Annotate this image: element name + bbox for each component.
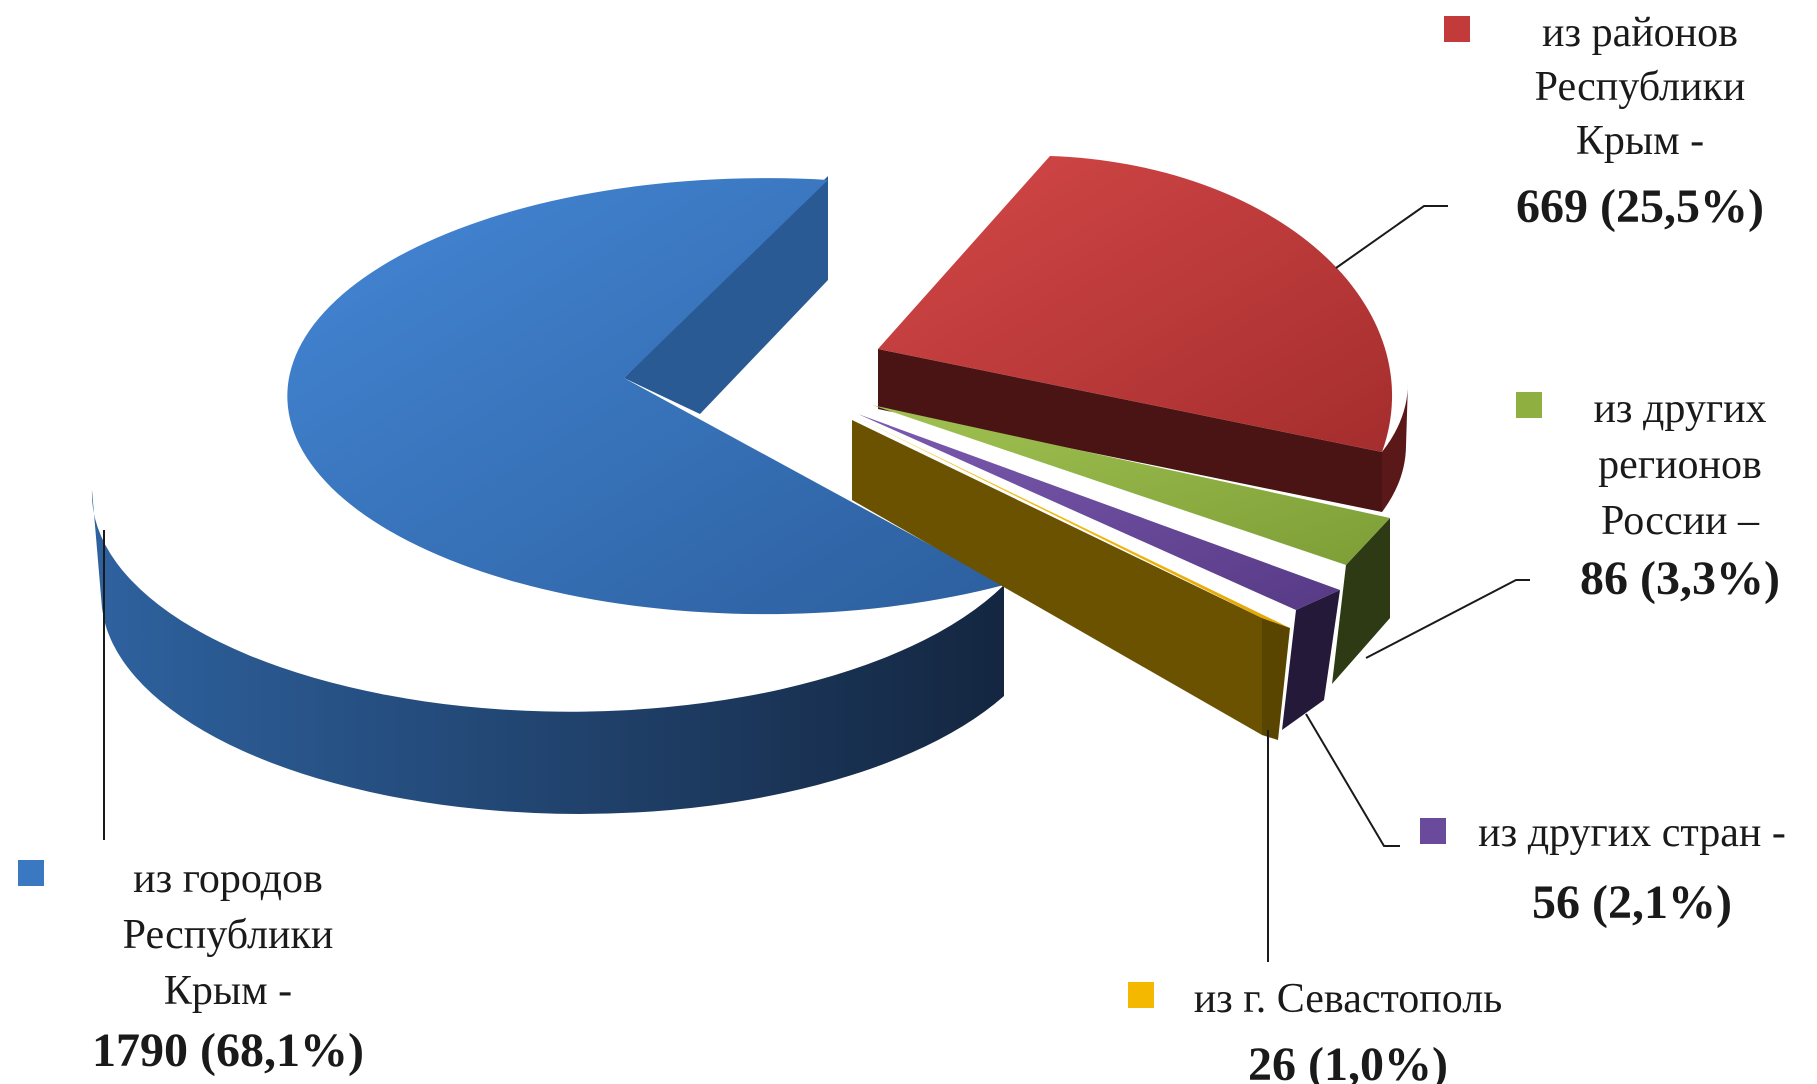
label-text-other-regions-russia-2: России – <box>1601 498 1760 544</box>
slice-other-countries-top <box>858 414 1340 610</box>
label-text-cities-crimea-2: Крым - <box>164 968 292 1014</box>
label-text-cities-crimea-1: Республики <box>123 912 334 958</box>
label-other-regions-russia: из других регионов России – 86 (3,3%) <box>1516 386 1780 605</box>
label-districts-crimea: из районов Республики Крым - 669 (25,5%) <box>1444 10 1764 233</box>
slice-sevastopol-wall <box>852 420 1262 735</box>
label-other-countries: из других стран - 56 (2,1%) <box>1420 810 1786 929</box>
label-text-other-countries-0: из других стран - <box>1478 810 1786 856</box>
value-label-districts-crimea: 669 (25,5%) <box>1516 180 1764 233</box>
leader-line-other-countries <box>1305 713 1400 847</box>
legend-marker-other-regions-russia <box>1516 392 1542 418</box>
legend-marker-cities-crimea <box>18 860 44 886</box>
label-sevastopol: из г. Севастополь 26 (1,0%) <box>1128 976 1502 1084</box>
label-cities-crimea: из городов Республики Крым - 1790 (68,1%) <box>18 856 364 1077</box>
leader-line-other-regions-russia <box>1365 579 1530 659</box>
slice-cities-crimea-inner-wall <box>624 176 828 414</box>
label-text-districts-crimea-0: из районов <box>1542 10 1738 56</box>
label-text-other-regions-russia-1: регионов <box>1598 442 1762 488</box>
value-label-other-countries: 56 (2,1%) <box>1532 876 1732 929</box>
leader-line-districts-crimea <box>1335 205 1448 269</box>
slice-other-regions-russia-top <box>872 405 1390 565</box>
slice-cities-crimea-top <box>287 178 1004 615</box>
slice-cities-crimea-side <box>91 490 1005 814</box>
slice-districts-crimea <box>878 156 1409 512</box>
label-text-districts-crimea-2: Крым - <box>1576 118 1704 164</box>
slice-sevastopol <box>850 414 1290 740</box>
legend-marker-other-countries <box>1420 818 1446 844</box>
label-text-cities-crimea-0: из городов <box>133 856 323 902</box>
slice-districts-crimea-top <box>878 156 1393 452</box>
slice-sevastopol-top <box>850 414 1290 628</box>
slice-other-regions-russia-side <box>1332 518 1390 684</box>
slice-districts-crimea-side <box>878 349 1382 512</box>
label-text-sevastopol-0: из г. Севастополь <box>1194 976 1503 1022</box>
value-label-sevastopol: 26 (1,0%) <box>1248 1038 1448 1084</box>
slice-other-countries <box>858 414 1340 730</box>
legend-marker-districts-crimea <box>1444 16 1470 42</box>
legend-marker-sevastopol <box>1128 982 1154 1008</box>
label-text-other-regions-russia-0: из других <box>1593 386 1766 432</box>
slice-other-countries-side <box>1282 590 1340 730</box>
value-label-cities-crimea: 1790 (68,1%) <box>92 1024 364 1077</box>
slice-cities-crimea <box>91 176 1005 814</box>
slice-districts-crimea-outer-side <box>1382 382 1409 512</box>
label-text-districts-crimea-1: Республики <box>1535 64 1746 110</box>
value-label-other-regions-russia: 86 (3,3%) <box>1580 552 1780 605</box>
slice-sevastopol-end <box>1262 618 1290 740</box>
slice-other-regions-russia <box>872 405 1390 684</box>
